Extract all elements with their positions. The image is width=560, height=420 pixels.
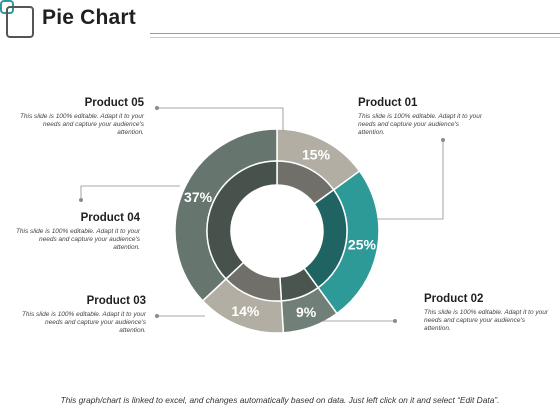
label-title: Product 05 — [84, 97, 144, 109]
value-label-product-03: 9% — [296, 304, 317, 320]
label-description: This slide is 100% editable. Adapt it to… — [15, 228, 140, 251]
page-title: Pie Chart — [42, 6, 136, 29]
value-label-product-05: 37% — [184, 189, 213, 205]
callout-product-04 — [80, 185, 180, 200]
value-label-product-04: 14% — [231, 303, 260, 319]
callout-product-01-dot — [441, 138, 445, 142]
label-title: Product 01 — [358, 97, 418, 109]
label-title: Product 03 — [86, 295, 146, 307]
label-description: This slide is 100% editable. Adapt it to… — [358, 113, 483, 136]
label-product-02: Product 02 This slide is 100% editable. … — [424, 293, 552, 333]
label-product-03: Product 03 This slide is 100% editable. … — [18, 295, 146, 335]
label-product-05: Product 05 This slide is 100% editable. … — [16, 97, 144, 137]
value-label-product-02: 25% — [348, 236, 377, 252]
callout-product-01 — [377, 140, 444, 220]
callout-product-05 — [157, 107, 284, 131]
logo-icon — [0, 0, 34, 38]
callout-product-04-dot — [79, 198, 83, 202]
callout-product-05-dot — [155, 106, 159, 110]
label-description: This slide is 100% editable. Adapt it to… — [21, 311, 146, 334]
label-title: Product 04 — [80, 212, 140, 224]
label-product-04: Product 04 This slide is 100% editable. … — [12, 212, 140, 252]
label-description: This slide is 100% editable. Adapt it to… — [424, 309, 549, 332]
title-divider — [150, 33, 560, 34]
footer-note: This graph/chart is linked to excel, and… — [60, 395, 500, 405]
callout-product-02-dot — [393, 319, 397, 323]
title-divider-secondary — [150, 37, 560, 38]
callout-product-03-dot — [155, 314, 159, 318]
label-title: Product 02 — [424, 293, 484, 305]
value-label-product-01: 15% — [302, 146, 331, 162]
donut-hole — [231, 185, 323, 277]
label-product-01: Product 01 This slide is 100% editable. … — [358, 97, 486, 137]
label-description: This slide is 100% editable. Adapt it to… — [19, 113, 144, 136]
